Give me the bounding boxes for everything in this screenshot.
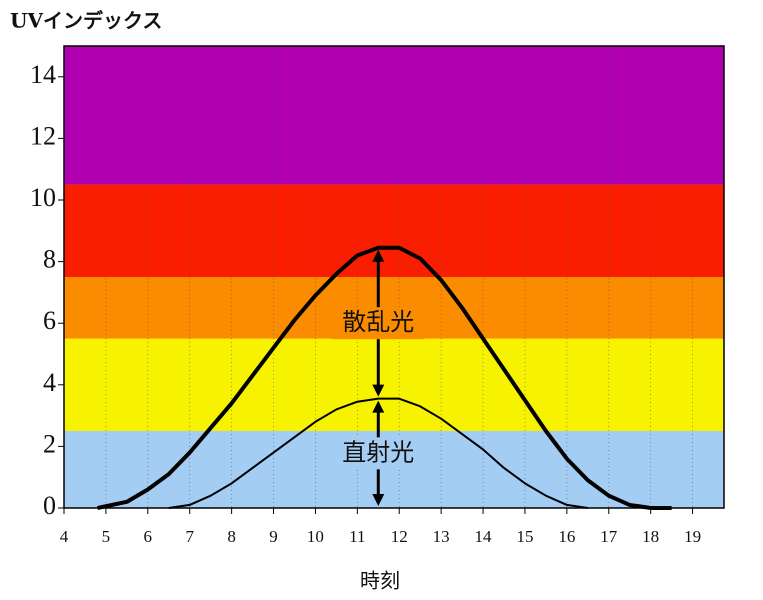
uv-band xyxy=(64,184,724,277)
x-tick-label: 11 xyxy=(349,527,365,546)
annotation: 散乱光 xyxy=(342,308,414,336)
x-tick-label: 13 xyxy=(433,527,450,546)
y-tick-label: 8 xyxy=(43,245,56,274)
x-tick-label: 15 xyxy=(516,527,533,546)
arrow-head xyxy=(372,384,385,397)
y-tick-label: 4 xyxy=(43,368,56,397)
y-tick-label: 14 xyxy=(30,60,56,89)
x-axis-label: 時刻 xyxy=(360,569,400,593)
x-tick-label: 14 xyxy=(475,527,493,546)
series-line xyxy=(97,245,672,510)
y-tick-label: 0 xyxy=(43,491,56,520)
y-tick-label: 10 xyxy=(30,183,56,212)
annotation-bg xyxy=(332,437,425,470)
x-tick-label: 19 xyxy=(684,527,701,546)
y-tick-label: 2 xyxy=(43,429,56,458)
x-tick-label: 9 xyxy=(269,527,278,546)
x-tick-label: 5 xyxy=(102,527,111,546)
x-tick-label: 6 xyxy=(144,527,153,546)
y-tick-label: 12 xyxy=(30,121,56,150)
x-tick-label: 18 xyxy=(642,527,659,546)
x-tick-label: 17 xyxy=(600,527,618,546)
series-line xyxy=(168,397,588,509)
chart-title: UVインデックス xyxy=(10,9,162,33)
uv-band xyxy=(64,46,724,185)
plot-frame xyxy=(63,45,725,509)
x-tick-label: 16 xyxy=(558,527,575,546)
arrow-head xyxy=(372,494,385,506)
x-tick-label: 8 xyxy=(227,527,236,546)
y-tick-label: 6 xyxy=(43,306,56,335)
arrow-head xyxy=(372,249,385,262)
arrow-head xyxy=(372,400,385,413)
x-tick-label: 4 xyxy=(60,527,69,546)
uv-band xyxy=(64,338,724,431)
annotation-bg xyxy=(332,307,425,340)
x-tick-label: 7 xyxy=(185,527,194,546)
x-tick-label: 10 xyxy=(307,527,324,546)
annotation: 直射光 xyxy=(342,438,414,466)
x-tick-label: 12 xyxy=(391,527,408,546)
